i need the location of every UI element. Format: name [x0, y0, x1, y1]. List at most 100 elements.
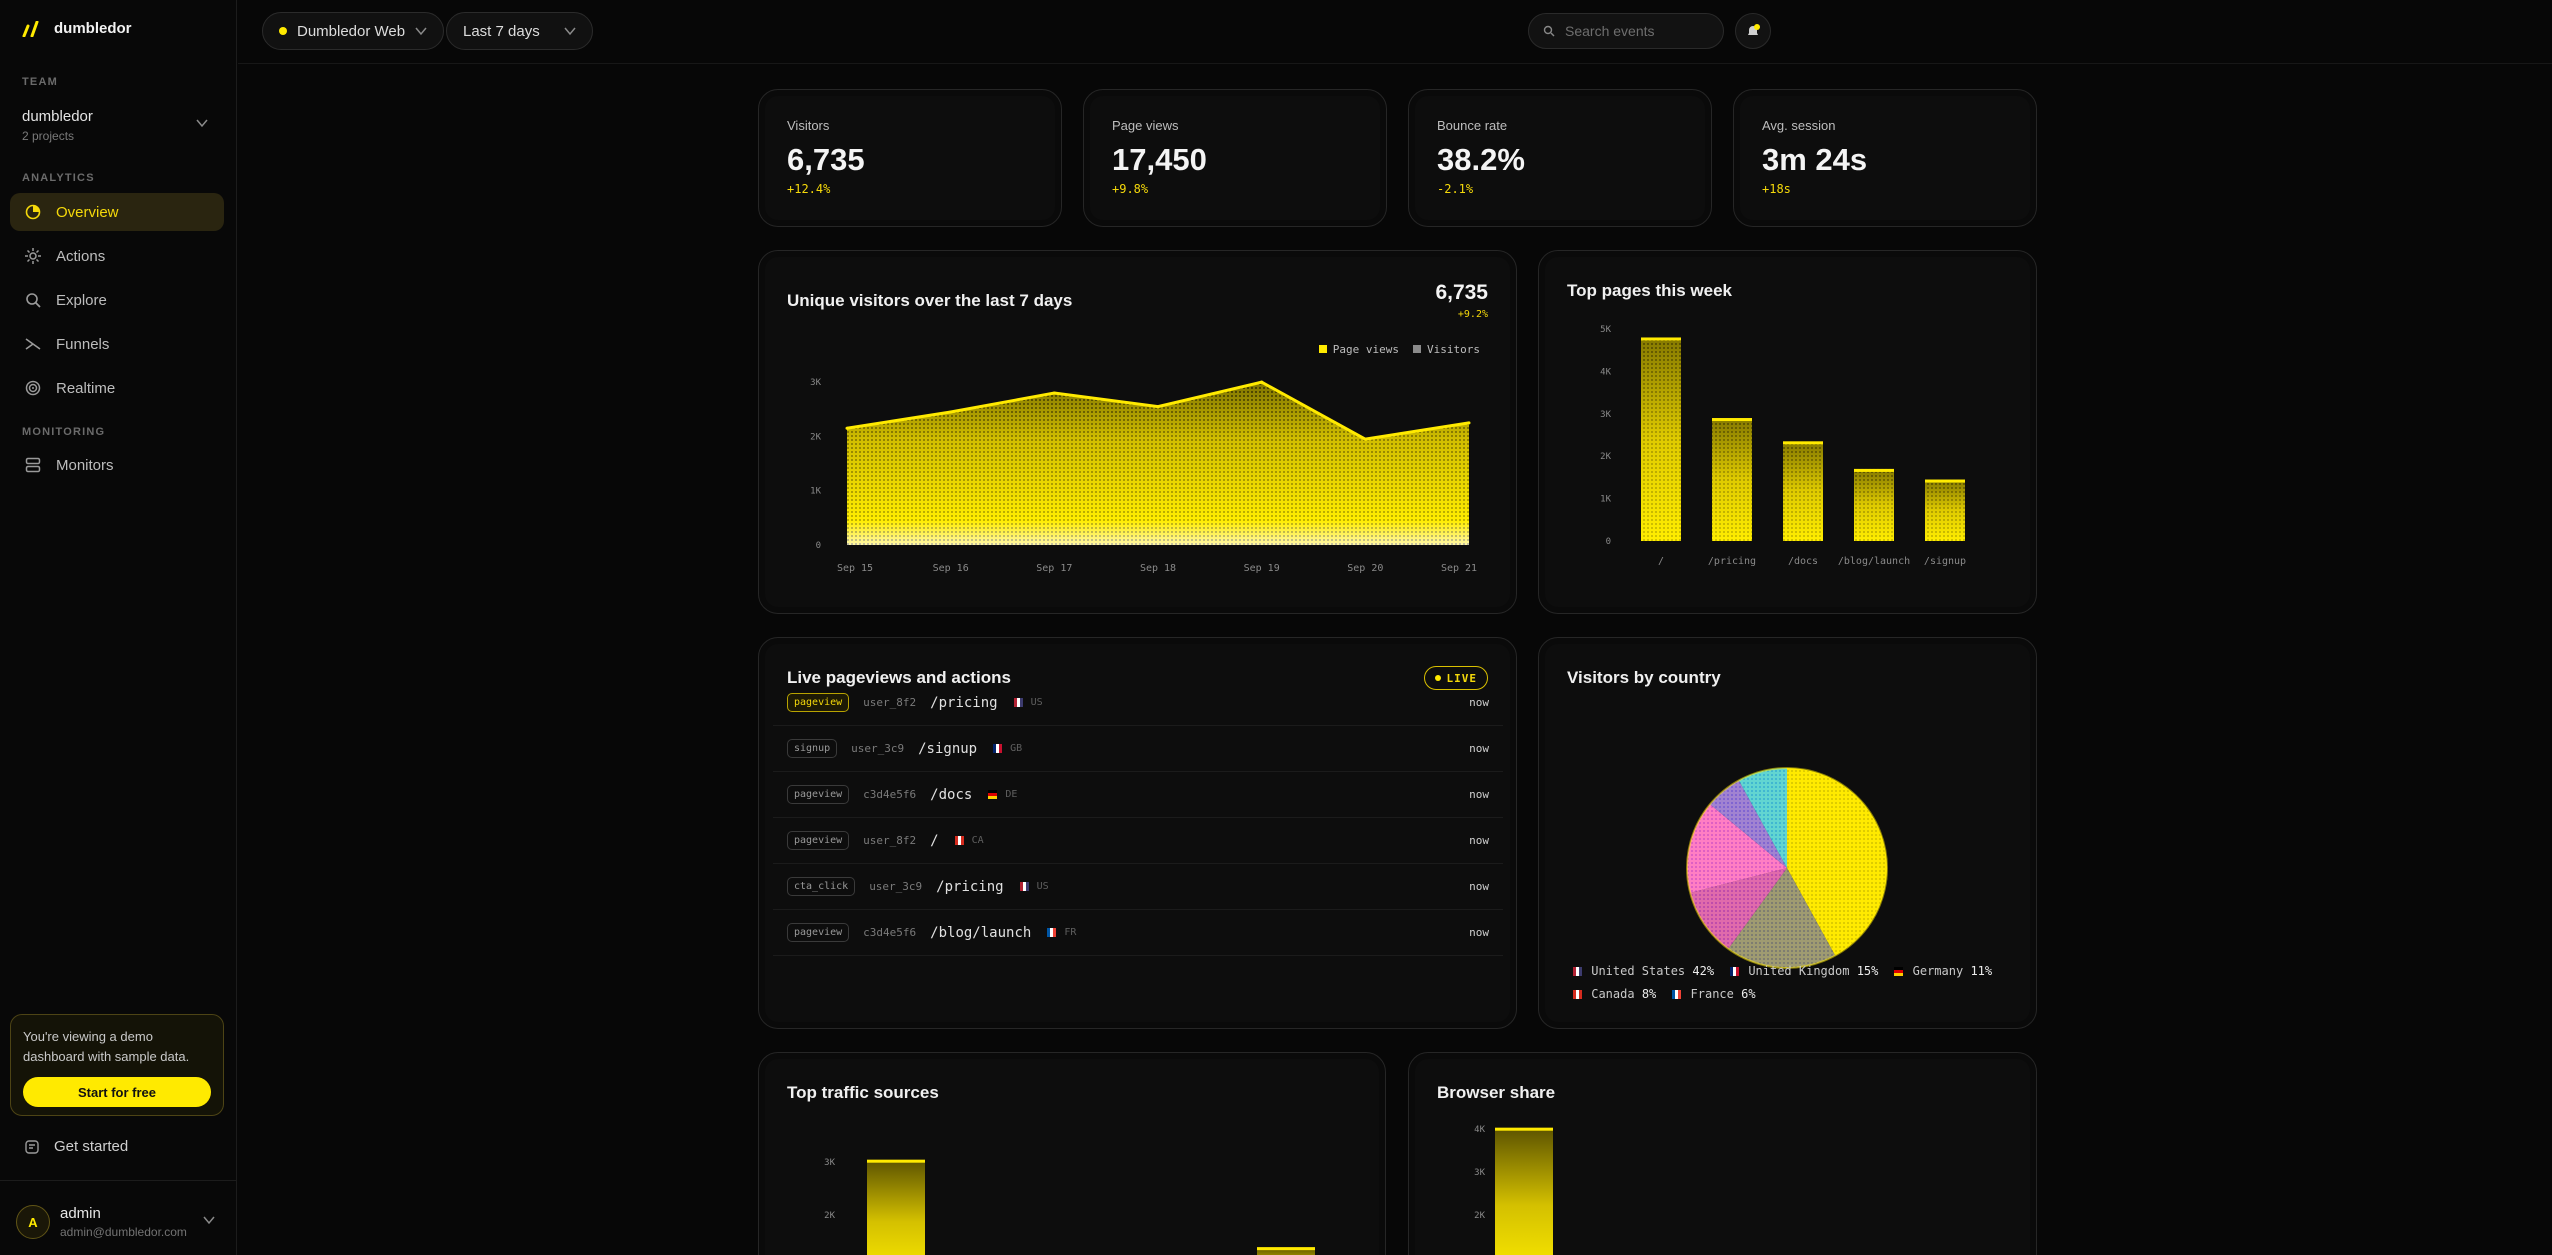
live-feed-row[interactable]: pageview user_8f2 / CA now — [773, 818, 1503, 864]
country-pie-chart — [1686, 767, 1888, 969]
event-type-tag: pageview — [787, 923, 850, 942]
country-pct: 42% — [1692, 964, 1715, 978]
data-point[interactable] — [1260, 380, 1264, 384]
x-tick-label: /blog/launch — [1838, 556, 1910, 567]
bar[interactable] — [867, 1159, 925, 1255]
kpi-page-views: Page views 17,450 +9.8% — [1083, 89, 1387, 227]
live-feed-row[interactable]: signup user_3c9 /signup GB now — [773, 726, 1503, 772]
visitors-total: 6,735 — [1435, 281, 1488, 304]
event-time: now — [1469, 696, 1489, 709]
country-legend-item: France 6% — [1670, 983, 1756, 1006]
sidebar-item-funnels[interactable]: Funnels — [10, 325, 224, 363]
data-point[interactable] — [1156, 405, 1160, 409]
sidebar-item-label: Actions — [56, 247, 106, 265]
user-menu[interactable]: A admin admin@dumbledor.com — [0, 1180, 237, 1255]
pie-dither — [1687, 804, 1787, 893]
kpi-label: Avg. session — [1762, 118, 1836, 133]
bar-dither — [1854, 468, 1894, 541]
data-point[interactable] — [1052, 391, 1056, 395]
kpi-change: +9.8% — [1112, 182, 1149, 196]
country-legend-item: United Kingdom 15% — [1728, 960, 1878, 983]
event-type-tag: pageview — [787, 785, 850, 804]
x-tick-label: Sep 18 — [1140, 563, 1176, 574]
sidebar-item-label: Overview — [56, 203, 119, 221]
browser-share-chart: 2K 3K 4K — [1474, 1125, 1553, 1255]
sidebar-item-monitors[interactable]: Monitors — [10, 446, 224, 484]
country-card: Visitors by country United States 42% Un… — [1538, 637, 2037, 1029]
x-tick-label: Sep 15 — [837, 563, 873, 574]
y-tick-label: 4K — [1474, 1125, 1485, 1135]
bar[interactable] — [1257, 1247, 1315, 1255]
live-feed-row[interactable]: cta_click user_3c9 /pricing US now — [773, 864, 1503, 910]
data-point[interactable] — [1363, 437, 1367, 441]
get-started-label: Get started — [54, 1138, 129, 1155]
event-country: US — [1036, 881, 1049, 892]
x-tick-label: Sep 21 — [1441, 563, 1477, 574]
card-title: Browser share — [1437, 1083, 1556, 1102]
country-pct: 11% — [1970, 964, 1993, 978]
notifications-button[interactable] — [1735, 13, 1771, 49]
traffic-sources-chart: 3K 2K — [824, 1158, 1315, 1255]
sidebar-item-explore[interactable]: Explore — [10, 281, 224, 319]
date-range-selector[interactable]: Last 7 days — [446, 12, 593, 50]
flag-icon — [1672, 990, 1682, 999]
live-feed-row[interactable]: pageview c3d4e5f6 /blog/launch FR now — [773, 910, 1503, 956]
avatar: A — [16, 1205, 50, 1239]
legend-visitors: Visitors — [1413, 343, 1480, 356]
event-user: user_3c9 — [851, 742, 905, 755]
chevron-down-icon — [196, 119, 208, 128]
y-tick-label: 3K — [824, 1158, 835, 1168]
sidebar-item-label: Realtime — [56, 379, 116, 397]
sidebar-item-actions[interactable]: Actions — [10, 237, 224, 275]
bar-cap — [1641, 337, 1681, 341]
card-title: Top pages this week — [1567, 281, 1733, 300]
event-time: now — [1469, 834, 1489, 847]
y-tick-label: 3K — [810, 378, 821, 388]
data-point[interactable] — [1467, 421, 1471, 425]
top-pages-card: Top pages this week 0 1K 2K 3K 4K 5K / /pricing… — [1538, 250, 2037, 614]
y-tick-label: 2K — [810, 432, 821, 442]
event-time: now — [1469, 880, 1489, 893]
event-country: DE — [1005, 789, 1018, 800]
data-point[interactable] — [845, 426, 849, 430]
y-tick-label: 0 — [816, 541, 821, 551]
sidebar-item-realtime[interactable]: Realtime — [10, 369, 224, 407]
country-legend-item: United States 42% — [1571, 960, 1714, 983]
get-started-link[interactable]: Get started — [24, 1138, 128, 1155]
sidebar-item-label: Funnels — [56, 335, 110, 353]
y-tick-label: 0 — [1606, 537, 1611, 547]
project-switcher[interactable]: Dumbledor Web — [262, 12, 445, 50]
topbar: Dumbledor Web Last 7 days Search events — [238, 0, 2552, 64]
kpi-avg-session: Avg. session 3m 24s +18s — [1733, 89, 2037, 227]
country-legend-item: Canada 8% — [1571, 983, 1656, 1006]
data-point[interactable] — [949, 410, 953, 414]
live-feed-row[interactable]: pageview user_8f2 /pricing US now — [773, 680, 1503, 726]
project-status-dot — [279, 27, 287, 35]
bar-cap — [867, 1159, 925, 1163]
team-switcher[interactable]: dumbledor 2 projects — [22, 108, 218, 143]
flag-icon — [1047, 928, 1057, 937]
chevron-down-icon — [415, 27, 427, 36]
live-feed-row[interactable]: pageview c3d4e5f6 /docs DE now — [773, 772, 1503, 818]
x-tick-label: Sep 19 — [1244, 563, 1280, 574]
y-tick-label: 1K — [810, 487, 821, 497]
event-path: /blog/launch — [930, 924, 1032, 941]
brand[interactable]: dumbledor — [22, 20, 132, 37]
sidebar-item-overview[interactable]: Overview — [10, 193, 224, 231]
bar-cap — [1854, 468, 1894, 472]
start-for-free-button[interactable]: Start for free — [23, 1077, 211, 1107]
demo-text: You're viewing a demo dashboard with sam… — [23, 1029, 190, 1064]
live-dot — [1434, 675, 1441, 681]
y-tick-label: 5K — [1600, 325, 1611, 335]
flag-icon — [1013, 698, 1023, 707]
event-country: US — [1030, 697, 1043, 708]
live-label: LIVE — [1446, 671, 1477, 685]
event-country: FR — [1064, 927, 1077, 938]
country-name: United States — [1591, 964, 1686, 978]
search-input[interactable]: Search events — [1528, 13, 1724, 49]
user-name: admin — [60, 1205, 101, 1222]
bar[interactable] — [1495, 1127, 1553, 1255]
legend-swatch — [1318, 345, 1327, 353]
flag-icon — [1894, 967, 1904, 976]
team-section-label: TEAM — [22, 76, 58, 88]
